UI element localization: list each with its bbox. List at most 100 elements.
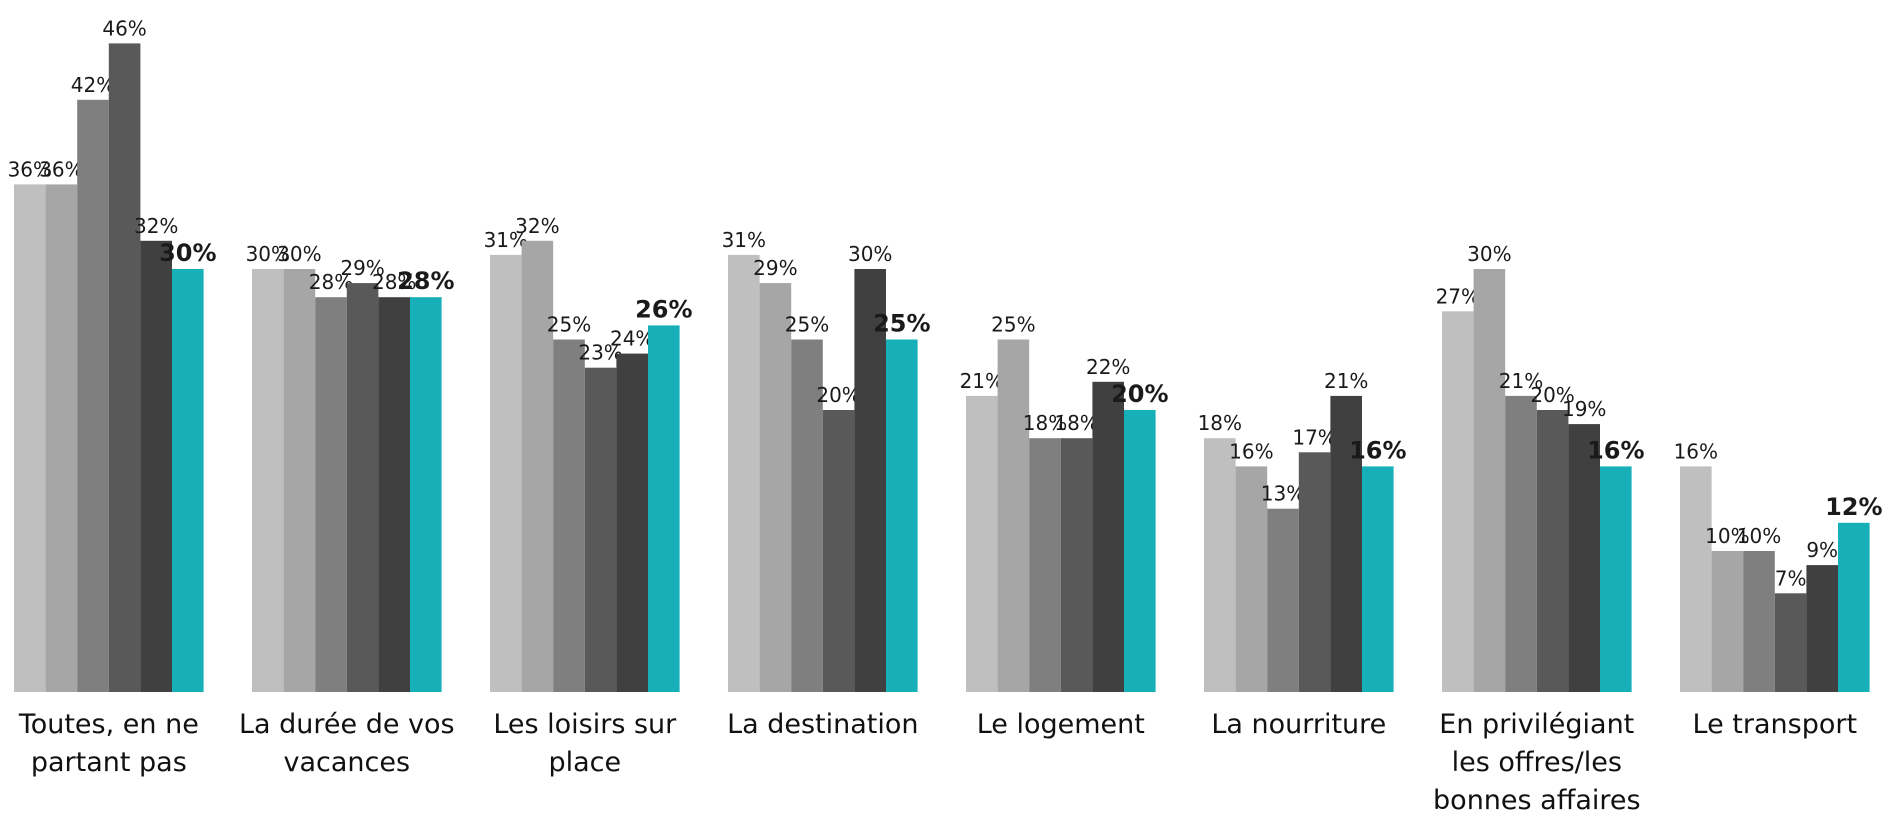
bar (886, 339, 918, 692)
bar (822, 410, 855, 692)
value-label: 17% (1292, 425, 1336, 449)
value-label: 16% (1349, 436, 1406, 464)
bar (283, 269, 316, 692)
bar (1092, 381, 1124, 692)
value-label: 25% (547, 313, 591, 337)
bar (1124, 410, 1156, 692)
bar (1267, 508, 1299, 692)
bar (966, 395, 998, 692)
category-label: Toutes, en ne partant pas (18, 709, 199, 778)
bar (854, 269, 886, 692)
value-label: 46% (102, 16, 146, 40)
category-label: La destination (727, 709, 919, 740)
value-label: 7% (1775, 566, 1807, 590)
value-label: 42% (71, 73, 115, 97)
category-label: La nourriture (1211, 709, 1387, 740)
value-label: 30% (277, 242, 321, 266)
value-label: 16% (1587, 436, 1644, 464)
category-label: En privilégiant les offres/les bonnes af… (1433, 709, 1641, 816)
value-label: 36% (8, 157, 52, 181)
value-label: 30% (159, 239, 216, 267)
bar (728, 254, 760, 692)
value-label: 26% (635, 295, 692, 323)
value-label: 32% (134, 214, 178, 238)
value-label: 16% (1229, 439, 1273, 463)
bar (490, 254, 522, 692)
bar (1060, 438, 1093, 692)
value-label: 21% (1324, 369, 1368, 393)
value-label: 30% (246, 242, 290, 266)
value-label: 18% (1198, 411, 1242, 435)
value-label: 31% (484, 228, 528, 252)
bar (1029, 438, 1061, 692)
bar (521, 240, 554, 693)
bar (1298, 452, 1331, 692)
bar (553, 339, 585, 692)
bar (172, 269, 204, 692)
value-label: 25% (873, 310, 930, 338)
bar (1711, 551, 1744, 692)
bar (45, 184, 78, 692)
value-label: 10% (1705, 524, 1749, 548)
bar (1568, 424, 1600, 692)
bar (1743, 551, 1775, 692)
value-label: 20% (816, 383, 860, 407)
bar (616, 353, 648, 692)
bar (1774, 593, 1807, 692)
value-label: 24% (610, 327, 654, 351)
bar (1536, 410, 1569, 692)
bar (759, 283, 792, 692)
category-label: Le transport (1692, 709, 1858, 740)
value-label: 18% (1023, 411, 1067, 435)
bar (14, 184, 46, 692)
bar (648, 325, 680, 692)
value-label: 12% (1825, 493, 1882, 521)
value-label: 25% (991, 313, 1035, 337)
bar (378, 297, 410, 692)
value-label: 28% (309, 270, 353, 294)
bar (1473, 269, 1506, 692)
value-label: 13% (1261, 482, 1305, 506)
value-label: 25% (785, 313, 829, 337)
value-label: 19% (1562, 397, 1606, 421)
value-label: 28% (397, 267, 454, 295)
bar (1442, 311, 1474, 692)
bar (1330, 395, 1362, 692)
value-label: 21% (1499, 369, 1543, 393)
category-label: Le logement (976, 709, 1145, 740)
bar (108, 43, 141, 692)
value-label: 10% (1737, 524, 1781, 548)
value-label: 31% (722, 228, 766, 252)
value-label: 20% (1530, 383, 1574, 407)
value-label: 22% (1086, 355, 1130, 379)
value-label: 29% (340, 256, 384, 280)
value-label: 9% (1806, 538, 1838, 562)
bar (1505, 395, 1537, 692)
bar (252, 269, 284, 692)
bar (410, 297, 442, 692)
bar (77, 99, 109, 693)
value-label: 27% (1436, 284, 1480, 308)
value-label: 16% (1674, 439, 1718, 463)
bar (140, 240, 172, 693)
bar (791, 339, 823, 692)
value-label: 21% (960, 369, 1004, 393)
value-label: 32% (515, 214, 559, 238)
bar (1600, 466, 1632, 692)
value-label: 23% (578, 341, 622, 365)
bar (346, 283, 379, 692)
bar (1806, 565, 1838, 692)
value-label: 30% (1467, 242, 1511, 266)
value-label: 36% (39, 157, 83, 181)
value-label: 28% (372, 270, 416, 294)
bar (1838, 522, 1870, 692)
bar (315, 297, 347, 692)
category-label: Les loisirs sur place (493, 709, 677, 778)
bar (584, 367, 617, 692)
bar (1235, 466, 1268, 692)
bar (1362, 466, 1394, 692)
bar (1204, 438, 1236, 692)
value-label: 20% (1111, 380, 1168, 408)
